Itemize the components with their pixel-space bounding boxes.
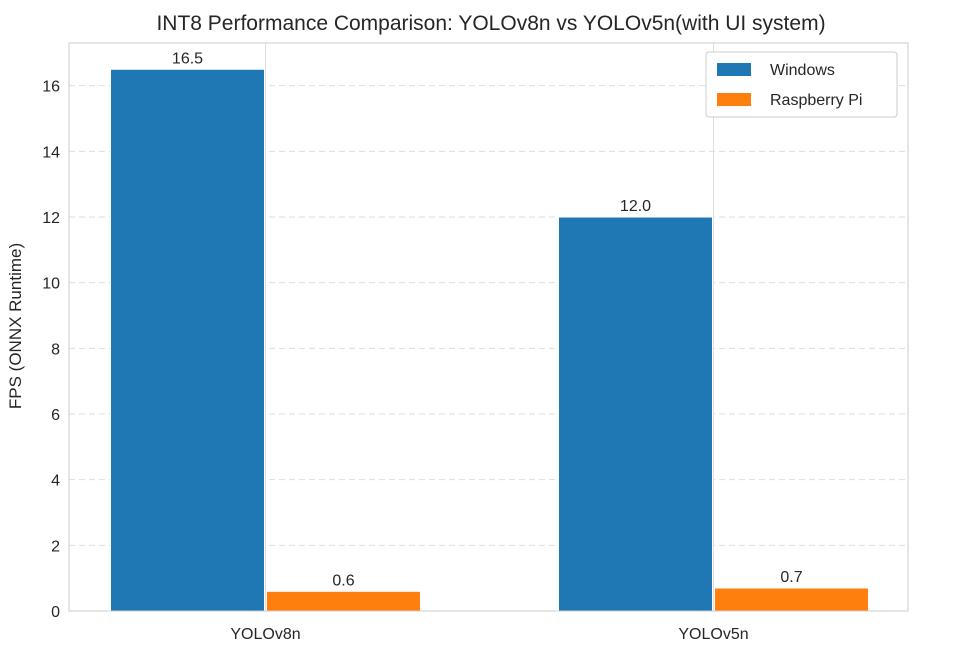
x-tick-label: YOLOv8n <box>230 626 300 643</box>
y-tick-label: 8 <box>51 341 60 358</box>
y-tick-label: 10 <box>42 276 60 293</box>
data-label: 0.7 <box>780 569 802 586</box>
legend-label-raspberry-pi: Raspberry Pi <box>770 92 862 109</box>
data-label: 12.0 <box>620 198 651 215</box>
bar-windows-yolov8n <box>110 68 265 612</box>
legend-swatch-raspberry-pi <box>717 93 751 106</box>
axis-ticks: 0 2 4 6 8 10 12 14 16 YOLOv8n YOLOv5n <box>42 79 748 643</box>
legend-swatch-windows <box>717 63 751 76</box>
bar-raspberry-pi-yolov5n <box>714 587 869 612</box>
plot-area-frame <box>68 42 909 612</box>
x-tick-label: YOLOv5n <box>678 626 748 643</box>
gridlines <box>69 43 908 611</box>
y-tick-label: 4 <box>51 473 60 490</box>
bar-windows-yolov5n <box>558 216 713 612</box>
y-axis-label: FPS (ONNX Runtime) <box>6 243 25 409</box>
data-label: 16.5 <box>172 50 203 67</box>
y-tick-label: 2 <box>51 538 60 555</box>
legend-frame <box>705 51 898 118</box>
bar-raspberry-pi-yolov8n <box>266 590 421 612</box>
y-tick-label: 0 <box>51 604 60 621</box>
bars <box>110 68 869 612</box>
chart-title: INT8 Performance Comparison: YOLOv8n vs … <box>156 12 825 35</box>
data-label: 0.6 <box>332 572 354 589</box>
legend: Windows Raspberry Pi <box>705 51 898 118</box>
legend-label-windows: Windows <box>770 62 835 79</box>
y-tick-label: 16 <box>42 79 60 96</box>
y-tick-label: 6 <box>51 407 60 424</box>
y-tick-label: 14 <box>42 144 60 161</box>
y-tick-label: 12 <box>42 210 60 227</box>
data-labels: 16.5 12.0 0.6 0.7 <box>172 50 803 589</box>
